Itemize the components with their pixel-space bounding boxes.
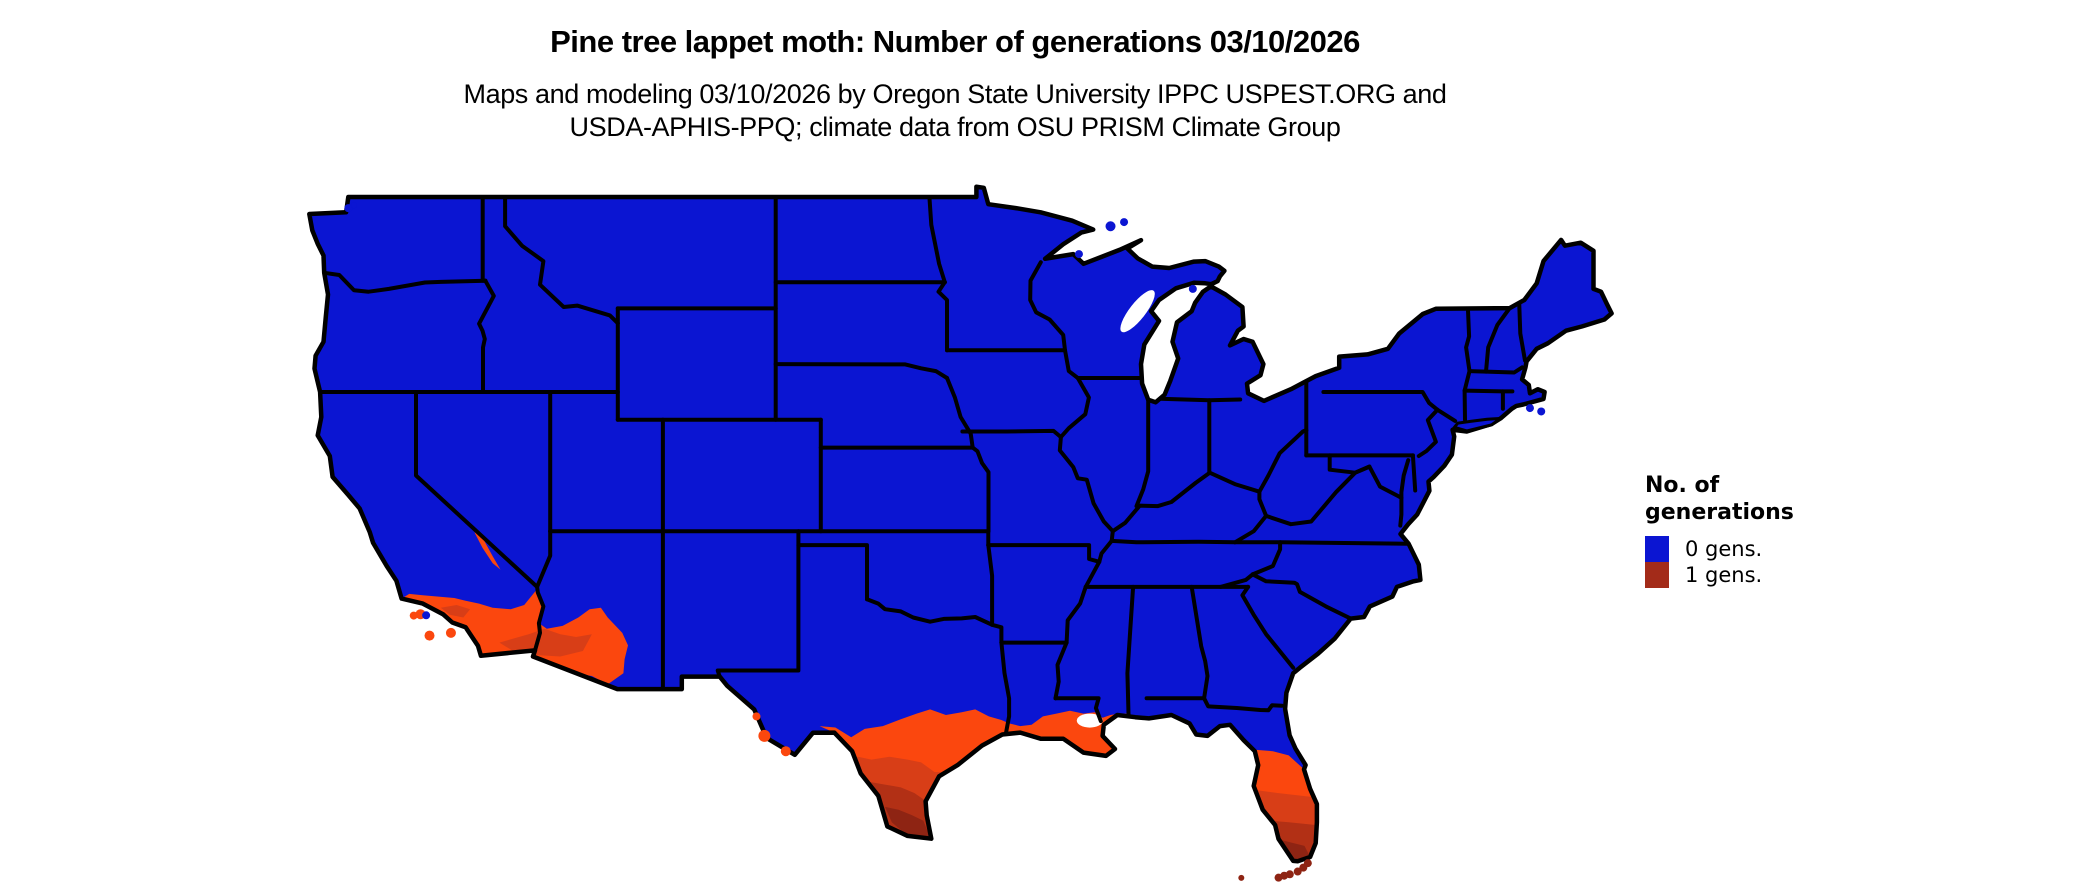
legend-title: No. of generations	[1645, 472, 1794, 526]
legend-item-label: 1 gens.	[1685, 563, 1763, 587]
legend-item-label: 0 gens.	[1685, 537, 1763, 561]
island-specks	[344, 202, 1546, 882]
lake-shapes	[1076, 290, 1155, 728]
legend-item: 0 gens.	[1645, 536, 1794, 562]
legend-item: 1 gens.	[1645, 562, 1794, 588]
legend-swatch	[1645, 536, 1669, 562]
state-borders	[318, 195, 1527, 737]
legend-items: 0 gens. 1 gens.	[1645, 536, 1794, 588]
figure-subtitle-line2: USDA-APHIS-PPQ; climate data from OSU PR…	[569, 112, 1341, 142]
figure-subtitle-line1: Maps and modeling 03/10/2026 by Oregon S…	[463, 79, 1447, 109]
legend-title-line1: No. of	[1645, 473, 1720, 498]
figure-title: Pine tree lappet moth: Number of generat…	[550, 24, 1360, 59]
us-outline	[307, 184, 1614, 864]
long-island	[1451, 416, 1506, 433]
legend-swatch	[1645, 562, 1669, 588]
figure-subtitle: Maps and modeling 03/10/2026 by Oregon S…	[0, 78, 1910, 144]
legend: No. of generations 0 gens. 1 gens.	[1645, 472, 1794, 588]
legend-title-line2: generations	[1645, 500, 1794, 525]
one-generation-regions	[401, 531, 1317, 862]
